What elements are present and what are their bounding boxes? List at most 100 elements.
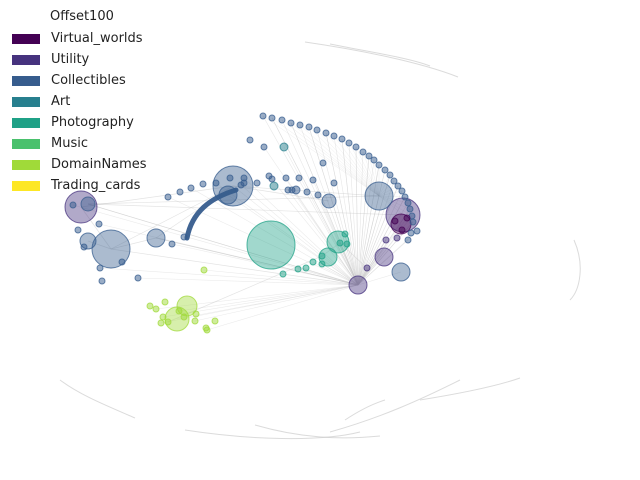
- graph-node: [279, 142, 289, 152]
- legend-swatch: [12, 159, 40, 170]
- graph-node: [390, 177, 398, 185]
- graph-node: [391, 217, 399, 225]
- graph-edge: [321, 242, 341, 257]
- graph-edge: [357, 208, 411, 286]
- legend-label: Music: [51, 136, 88, 151]
- graph-edge: [355, 146, 380, 197]
- graph-node: [211, 317, 219, 325]
- legend-item: DomainNames: [12, 154, 147, 175]
- graph-edge: [378, 195, 409, 204]
- faint-edge: [344, 399, 386, 421]
- graph-edge: [243, 177, 359, 286]
- graph-node: [118, 258, 126, 266]
- graph-edge: [203, 269, 359, 286]
- legend-swatch: [12, 117, 40, 128]
- graph-edge: [171, 243, 359, 286]
- faint-edge: [419, 377, 521, 401]
- graph-edge: [333, 135, 359, 286]
- graph-edge: [72, 204, 359, 286]
- graph-node: [401, 193, 409, 201]
- legend-item: Collectibles: [12, 70, 147, 91]
- graph-edge: [290, 122, 359, 286]
- graph-edge: [357, 271, 402, 286]
- graph-node: [91, 229, 131, 269]
- graph-node: [176, 188, 184, 196]
- graph-edge: [98, 223, 359, 286]
- faint-edge: [304, 41, 459, 78]
- graph-node: [212, 179, 220, 187]
- legend-title: Offset100: [50, 9, 114, 24]
- graph-node: [404, 199, 412, 207]
- graph-edge: [321, 263, 359, 286]
- graph-edge: [227, 194, 359, 286]
- graph-node: [403, 214, 411, 222]
- graph-node: [375, 161, 383, 169]
- graph-node: [164, 193, 172, 201]
- legend-label: Utility: [51, 52, 90, 67]
- graph-node: [288, 186, 296, 194]
- graph-edge: [155, 237, 359, 286]
- graph-edge: [308, 126, 380, 197]
- graph-edge: [325, 132, 359, 286]
- graph-edge: [378, 185, 399, 197]
- graph-node: [134, 274, 142, 282]
- graph-node: [200, 266, 208, 274]
- graph-edge: [378, 195, 406, 198]
- graph-node: [98, 277, 106, 285]
- legend-label: DomainNames: [51, 157, 147, 172]
- graph-node: [226, 174, 234, 182]
- graph-node: [314, 191, 322, 199]
- graph-edge: [271, 117, 380, 197]
- graph-edge: [291, 189, 359, 286]
- graph-node: [341, 230, 349, 238]
- graph-node: [192, 310, 200, 318]
- graph-edge: [110, 237, 157, 250]
- graph-node: [69, 201, 77, 209]
- graph-edge: [337, 241, 359, 286]
- graph-node: [391, 262, 411, 282]
- graph-edge: [262, 115, 380, 197]
- graph-node: [313, 126, 321, 134]
- graph-edge: [357, 169, 386, 286]
- graph-edge: [232, 185, 359, 286]
- graph-node: [330, 179, 338, 187]
- graph-node: [294, 265, 302, 273]
- graph-edge: [87, 240, 112, 250]
- graph-node: [259, 112, 267, 120]
- graph-edge: [378, 195, 411, 210]
- legend-swatch: [12, 138, 40, 149]
- graph-node: [218, 185, 238, 205]
- graph-edge: [176, 284, 359, 320]
- graph-node: [80, 196, 96, 212]
- graph-edge: [348, 142, 359, 286]
- graph-edge: [155, 237, 359, 286]
- graph-edge: [194, 284, 359, 322]
- graph-edge: [240, 184, 359, 286]
- graph-edge: [357, 195, 380, 286]
- graph-edge: [87, 195, 380, 205]
- graph-edge: [297, 268, 359, 286]
- graph-edge: [348, 142, 380, 197]
- graph-node: [64, 190, 98, 224]
- graph-edge: [357, 155, 370, 286]
- graph-edge: [312, 179, 359, 286]
- graph-edge: [110, 248, 359, 286]
- graph-edge: [339, 242, 368, 269]
- graph-edge: [137, 277, 359, 286]
- graph-node: [282, 174, 290, 182]
- faint-edge-layer: [59, 41, 581, 440]
- graph-edge: [357, 151, 364, 286]
- graph-node: [268, 114, 276, 122]
- graph-edge: [378, 180, 395, 197]
- graph-node: [296, 121, 304, 129]
- graph-node: [398, 187, 406, 195]
- graph-node: [305, 123, 313, 131]
- graph-node: [319, 159, 327, 167]
- legend-items: Virtual_worlds Utility Collectibles Art Phot…: [12, 28, 147, 196]
- graph-node: [240, 179, 248, 187]
- graph-edge: [299, 124, 380, 197]
- graph-edge: [355, 146, 359, 286]
- graph-node: [246, 136, 254, 144]
- graph-node: [309, 176, 317, 184]
- graph-edge: [357, 239, 409, 286]
